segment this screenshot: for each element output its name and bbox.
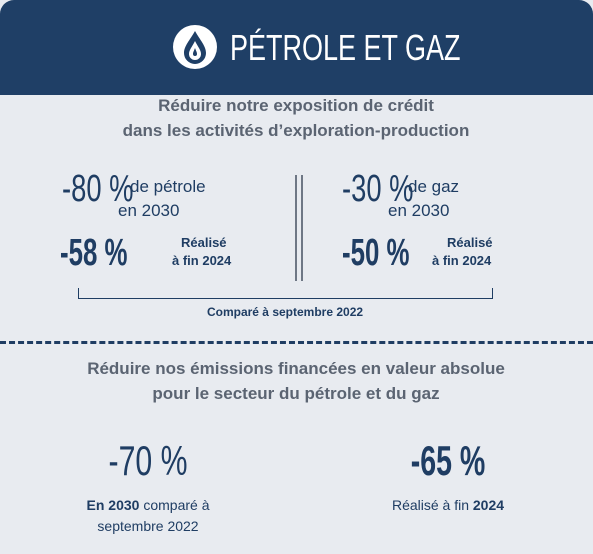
header-band bbox=[0, 0, 593, 95]
target-value: -30 % bbox=[342, 168, 414, 210]
divider bbox=[301, 175, 303, 281]
caption: En 2030 comparé à bbox=[87, 498, 210, 512]
achieved-value: -65 % bbox=[410, 437, 486, 484]
bracket bbox=[78, 288, 493, 299]
achieved-value: -58 % bbox=[60, 232, 128, 274]
divider bbox=[295, 175, 297, 281]
caption: septembre 2022 bbox=[97, 518, 199, 534]
section-heading: pour le secteur du pétrole et du gaz bbox=[152, 384, 440, 403]
achieved-label: Réalisé bbox=[181, 235, 227, 250]
achieved-value: -50 % bbox=[342, 232, 410, 274]
section-heading: Réduire notre exposition de crédit bbox=[158, 96, 434, 115]
target-year: en 2030 bbox=[118, 201, 180, 220]
comparison-note: Comparé à septembre 2022 bbox=[206, 305, 364, 319]
dashed-separator bbox=[0, 341, 593, 344]
target-label: de gaz bbox=[408, 177, 460, 196]
achieved-label: Réalisé bbox=[447, 235, 493, 250]
caption-bold: En 2030 bbox=[86, 497, 140, 513]
target-value: -80 % bbox=[62, 168, 134, 210]
section-heading: dans les activités d’exploration-product… bbox=[122, 121, 470, 140]
achieved-label: à fin 2024 bbox=[432, 253, 492, 268]
caption-bold: 2024 bbox=[472, 497, 505, 513]
target-value: -70 % bbox=[108, 437, 188, 484]
achieved-label: à fin 2024 bbox=[172, 253, 232, 268]
target-label: de pétrole bbox=[130, 177, 206, 196]
caption-text: comparé à bbox=[139, 497, 210, 513]
target-year: en 2030 bbox=[388, 201, 450, 220]
section-heading: Réduire nos émissions financées en valeu… bbox=[87, 359, 505, 378]
caption: Réalisé à fin 2024 bbox=[392, 498, 504, 512]
caption-text: Réalisé à fin bbox=[391, 497, 473, 513]
header-title: PÉTROLE ET GAZ bbox=[230, 27, 461, 68]
oil-drop-icon bbox=[173, 25, 217, 69]
